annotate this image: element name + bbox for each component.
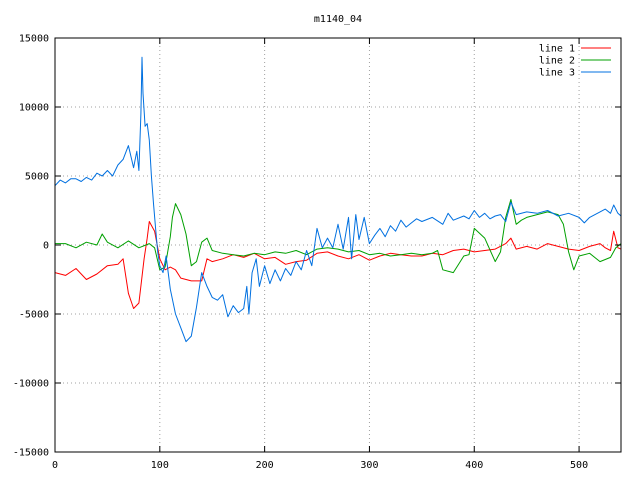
ticks-layer: 0 100 200 300 400 500 -15000 -10000 -5000 0 5000 10… [13,34,621,471]
legend-label: line 2 [539,56,575,67]
y-tick-label: -5000 [19,310,49,321]
legend-label: line 1 [539,44,575,55]
x-tick-label: 0 [52,460,58,471]
legend-label: line 3 [539,68,575,79]
x-tick-label: 400 [465,460,483,471]
x-tick-label: 500 [570,460,588,471]
y-tick-label: -10000 [13,379,49,390]
y-tick-label: 15000 [19,34,49,45]
x-tick-label: 200 [256,460,274,471]
y-tick-label: -15000 [13,448,49,459]
y-tick-label: 5000 [25,172,49,183]
series-line-1 [54,221,622,309]
series-line-3 [54,56,622,343]
y-tick-label: 10000 [19,103,49,114]
y-tick-label: 0 [43,241,49,252]
x-tick-label: 100 [151,460,169,471]
x-tick-label: 300 [360,460,378,471]
grid-layer [55,38,621,452]
series-line-2 [55,199,622,274]
chart-title: m1140_04 [314,14,362,25]
series-layer [54,56,622,343]
